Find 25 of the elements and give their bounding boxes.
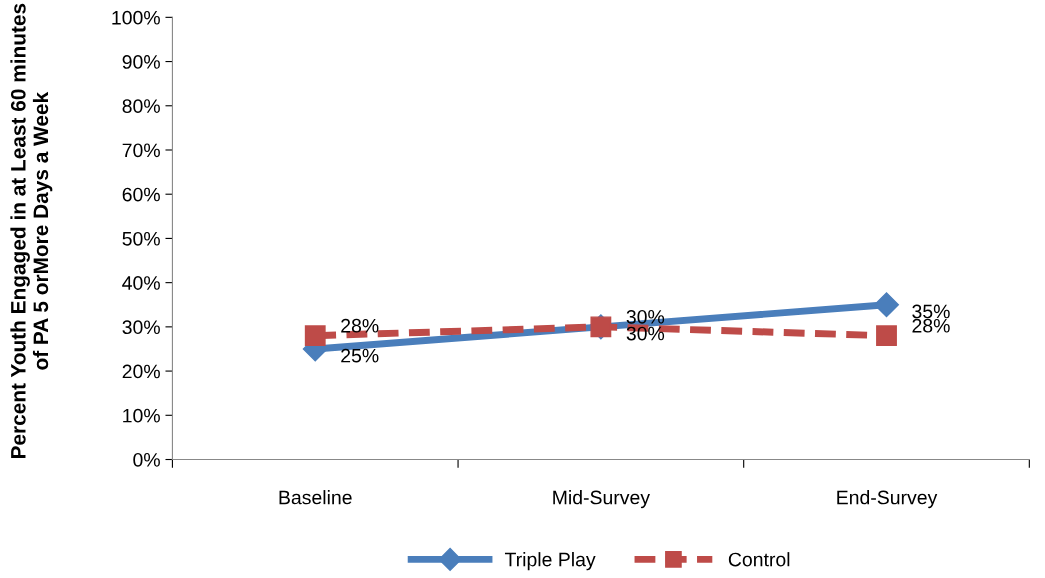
y-tick-label: 100% [112,10,160,25]
y-tick-label: 10% [123,408,160,423]
y-tick-label: 60% [122,187,160,202]
y-tick-label: 0% [133,452,160,467]
data-label: 25% [341,348,379,363]
legend-label: Control [728,552,790,567]
x-tick-label: Baseline [279,490,352,505]
point [874,292,899,318]
x-tick-label: End-Survey [837,490,938,509]
data-label: 35% [912,304,950,319]
point [876,325,897,347]
data-label: 28% [912,318,950,333]
data-label: 28% [341,318,379,333]
y-tick-label: 80% [122,99,160,114]
point [304,325,326,347]
y-tick-label: 50% [122,231,160,246]
legend-label: Triple Play [504,552,596,571]
data-label: 30% [626,309,665,324]
y-tick-label: 70% [122,143,160,158]
y-tick-label: 90% [122,55,160,69]
y-tick-label: 40% [122,276,160,290]
x-tick-label: Mid-Survey [553,490,650,509]
y-tick-label: 20% [122,364,160,379]
y-tick-label: 30% [122,320,160,335]
y-axis-title: Percent Youth Engaged in at Least 60 minutes of PA 5 orMore Days a Week [10,3,53,459]
